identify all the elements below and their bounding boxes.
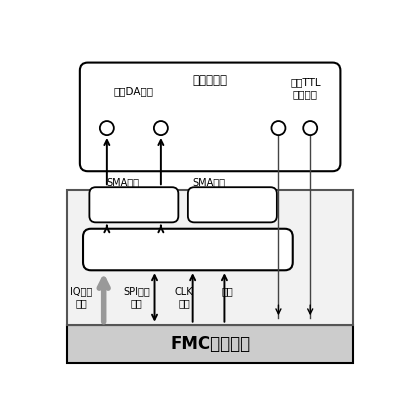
Text: 第二滤波器: 第二滤波器 xyxy=(216,200,247,210)
Text: AD9779: AD9779 xyxy=(165,254,210,264)
Text: 数模转换电路: 数模转换电路 xyxy=(169,238,206,248)
Text: 第一滤波器: 第一滤波器 xyxy=(118,200,149,210)
Text: SMA接口: SMA接口 xyxy=(106,178,139,188)
FancyBboxPatch shape xyxy=(67,190,352,325)
Circle shape xyxy=(303,121,317,135)
Circle shape xyxy=(100,121,114,135)
Text: SPI控制
信号: SPI控制 信号 xyxy=(123,287,149,308)
Text: 两路TTL
触发脉冲: 两路TTL 触发脉冲 xyxy=(290,77,320,99)
FancyBboxPatch shape xyxy=(67,325,352,363)
Text: 两路DA输出: 两路DA输出 xyxy=(114,86,153,96)
Text: SMA接口: SMA接口 xyxy=(191,178,225,188)
FancyBboxPatch shape xyxy=(89,187,178,222)
FancyBboxPatch shape xyxy=(80,63,339,171)
Text: CLK
信号: CLK 信号 xyxy=(174,287,193,308)
FancyBboxPatch shape xyxy=(187,187,276,222)
Text: FMC板卡接口: FMC板卡接口 xyxy=(170,335,249,353)
Text: 电源: 电源 xyxy=(221,286,233,296)
FancyBboxPatch shape xyxy=(83,229,292,270)
Text: 机箱前面板: 机箱前面板 xyxy=(192,73,227,87)
Text: IQ数据
信号: IQ数据 信号 xyxy=(70,287,92,308)
Circle shape xyxy=(153,121,167,135)
Circle shape xyxy=(271,121,285,135)
